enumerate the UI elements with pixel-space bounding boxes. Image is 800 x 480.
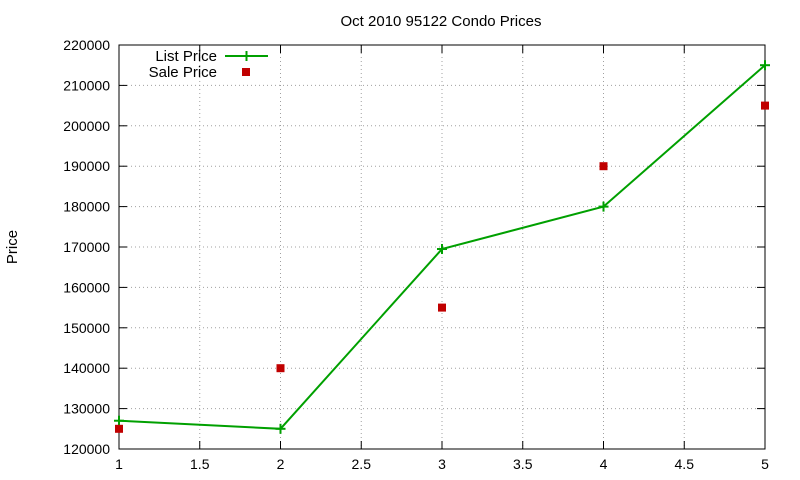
chart-title: Oct 2010 95122 Condo Prices	[341, 13, 542, 30]
x-tick-label: 1.5	[190, 456, 210, 472]
list-price-point	[114, 415, 124, 426]
y-tick-label: 180000	[63, 199, 110, 215]
gridlines	[119, 45, 765, 449]
list-price-point	[760, 60, 770, 71]
legend-sample-list-price-marker	[241, 51, 252, 61]
legend: List Price Sale Price	[149, 48, 268, 81]
sale-price-point	[276, 364, 285, 373]
y-tick-label: 140000	[63, 360, 110, 376]
sale-price-point	[438, 303, 446, 312]
list-price-point	[598, 201, 609, 212]
tick-labels: 120000 130000 140000 150000 160000 170000 1800…	[63, 37, 769, 472]
x-tick-label: 3	[438, 456, 446, 472]
plot-border	[118, 44, 766, 450]
sale-price-point	[761, 101, 769, 110]
x-tick-label: 4	[600, 456, 608, 472]
y-tick-label: 200000	[63, 118, 110, 134]
y-tick-label: 220000	[63, 37, 110, 53]
x-tick-label: 2.5	[352, 456, 372, 472]
y-tick-label: 150000	[63, 320, 110, 336]
x-tick-label: 3.5	[513, 456, 533, 472]
legend-label-list-price: List Price	[155, 48, 217, 65]
x-tick-label: 1	[115, 456, 123, 472]
axes	[118, 44, 766, 450]
sale-price-point	[115, 424, 123, 433]
y-tick-label: 120000	[63, 441, 110, 457]
y-tick-label: 170000	[63, 239, 110, 255]
y-axis-label: Price	[4, 230, 21, 264]
x-tick-label: 4.5	[675, 456, 695, 472]
y-tick-label: 210000	[63, 77, 110, 93]
x-tick-label: 5	[761, 456, 769, 472]
y-tick-label: 190000	[63, 158, 110, 174]
list-price-point	[437, 244, 447, 255]
y-tick-label: 130000	[63, 401, 110, 417]
sale-price-point	[599, 162, 608, 171]
x-tick-label: 2	[277, 456, 285, 472]
y-tick-label: 160000	[63, 279, 110, 295]
legend-sample-sale-price-marker	[242, 68, 250, 76]
series-group	[114, 60, 770, 434]
list-price-point	[275, 423, 286, 434]
legend-label-sale-price: Sale Price	[149, 64, 217, 81]
